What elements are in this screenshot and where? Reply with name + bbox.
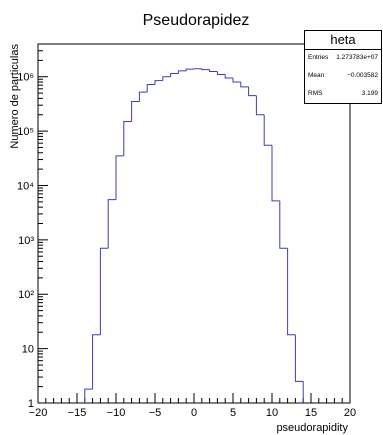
histogram-bin: [177, 70, 187, 74]
histogram-bin: [224, 74, 233, 79]
x-tick-label: 10: [266, 407, 278, 419]
x-tick-label: −20: [29, 407, 48, 419]
histogram-bin: [131, 101, 140, 122]
chart-title: Pseudorapidez: [143, 12, 250, 29]
x-tick-label: 5: [230, 407, 236, 419]
histogram-bin: [263, 114, 272, 146]
x-tick-label: −5: [149, 407, 162, 419]
histogram-bin: [209, 69, 218, 72]
histogram-bin: [170, 72, 179, 77]
y-tick-label: 10³: [18, 235, 34, 247]
histogram-bin: [138, 91, 148, 102]
histogram-bin: [216, 71, 226, 75]
histogram-bin: [115, 155, 124, 200]
stats-value: 3.199: [361, 90, 378, 97]
stats-label: Mean: [308, 72, 325, 79]
histogram-bin: [294, 334, 304, 382]
y-axis: 1 10 10² 10³ 10⁴ 10⁵ 10⁶: [17, 43, 48, 410]
stats-row-entries: Entries 1.273783e+07: [308, 52, 378, 64]
x-tick-label: 20: [344, 407, 356, 419]
histogram-bin: [240, 82, 249, 88]
x-tick-label: 0: [191, 407, 197, 419]
stats-title: heta: [305, 31, 381, 50]
x-tick-label: 15: [305, 407, 317, 419]
histogram-bin: [255, 95, 265, 116]
histogram-bin: [107, 199, 116, 249]
y-tick-label: 10²: [18, 289, 34, 301]
histogram-bin: [154, 80, 163, 85]
histogram-bin: [84, 388, 93, 403]
x-tick-label: −10: [107, 407, 126, 419]
histogram-bin: [232, 77, 241, 83]
histogram-bin: [271, 145, 280, 202]
stats-value: −0.003582: [347, 72, 378, 79]
histogram-bin: [185, 68, 194, 71]
y-tick-label: 10⁵: [17, 126, 34, 138]
histogram-bin: [162, 76, 171, 81]
x-axis-label: pseudorapidity: [276, 422, 348, 434]
histogram-bin: [248, 86, 257, 97]
y-tick-label: 10: [22, 344, 34, 356]
stats-box: heta Entries 1.273783e+07 Mean −0.003582…: [304, 30, 382, 104]
histogram-bin: [99, 247, 109, 335]
histogram-bin: [287, 248, 296, 336]
y-tick-label: 1: [28, 398, 34, 410]
histogram-bin: [123, 121, 132, 156]
histogram-bin: [146, 83, 155, 93]
stats-row-rms: RMS 3.199: [308, 88, 378, 100]
x-tick-label: −15: [68, 407, 87, 419]
stats-label: Entries: [308, 54, 329, 61]
histogram-bin: [201, 68, 210, 71]
x-axis: −20 −15 −10 −5 0 5 10 15 20: [29, 393, 356, 419]
y-axis-label: Numero de particulas: [9, 44, 21, 149]
histogram-series: [84, 68, 304, 403]
y-tick-label: 10⁶: [17, 72, 34, 84]
y-tick-label: 10⁴: [17, 180, 34, 192]
histogram-bin: [279, 200, 288, 249]
stats-value: 1.273783e+07: [336, 54, 378, 61]
stats-row-mean: Mean −0.003582: [308, 70, 378, 82]
stats-label: RMS: [308, 90, 323, 97]
histogram-bin: [92, 334, 101, 390]
